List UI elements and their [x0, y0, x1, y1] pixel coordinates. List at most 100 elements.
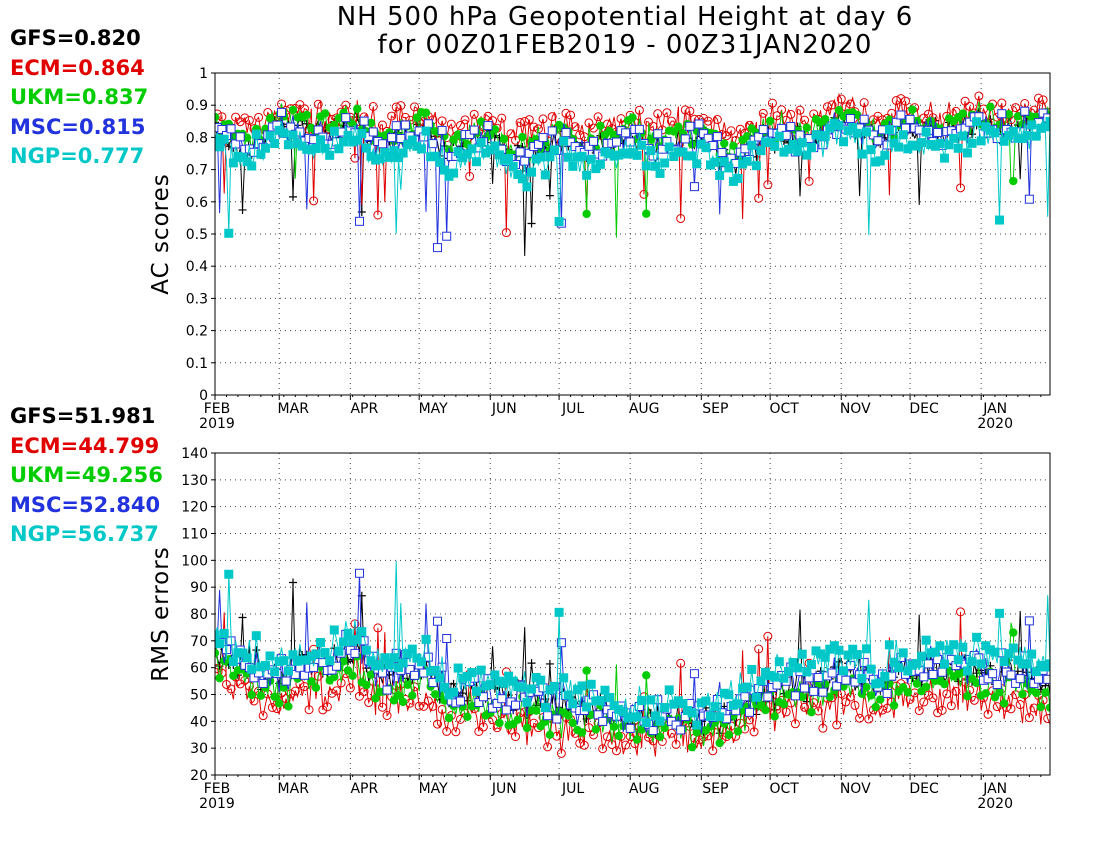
point-ngp: [545, 152, 555, 162]
point-ecm: [965, 101, 975, 111]
point-ecm: [231, 112, 241, 122]
point-ngp: [779, 673, 789, 683]
series-group: [215, 91, 1050, 257]
point-ukm: [302, 110, 311, 120]
point-ukm: [963, 692, 972, 701]
point-msc: [483, 121, 493, 131]
point-ngp: [1031, 131, 1041, 141]
point-ukm: [889, 701, 899, 710]
point-ecm: [919, 697, 929, 707]
point-ngp: [439, 165, 449, 175]
point-ukm: [637, 725, 646, 734]
point-ngp: [939, 659, 949, 669]
point-ngp: [816, 649, 826, 659]
point-ngp: [907, 660, 917, 670]
point-ngp: [371, 661, 381, 671]
point-ukm: [660, 723, 669, 733]
point-ngp: [595, 696, 605, 706]
point-ngp: [852, 650, 862, 660]
point-ecm: [455, 120, 465, 130]
point-msc: [873, 136, 883, 146]
point-ecm: [754, 193, 764, 203]
rms-score-summary: GFS=51.981 ECM=44.799 UKM=49.256 MSC=52.…: [10, 402, 163, 550]
point-ngp: [485, 145, 495, 155]
point-ngp: [559, 673, 569, 683]
point-ukm: [729, 141, 738, 151]
point-ecm: [767, 98, 777, 108]
point-gfs: [238, 613, 247, 622]
point-ngp: [316, 135, 326, 145]
point-ngp: [260, 143, 270, 153]
point-ngp: [554, 217, 564, 227]
x-year-label: 2020: [977, 796, 1013, 812]
point-ecm: [763, 180, 773, 190]
point-msc: [1024, 616, 1034, 626]
point-ngp: [215, 142, 225, 152]
x-tick-label: AUG: [629, 781, 660, 797]
point-ecm: [377, 702, 387, 712]
point-ecm: [547, 112, 557, 122]
point-ecm: [414, 701, 424, 711]
point-gfs: [238, 205, 247, 214]
point-ngp: [283, 666, 293, 676]
x-tick-label: NOV: [840, 401, 871, 417]
point-ngp: [600, 147, 610, 157]
point-ngp: [508, 676, 518, 686]
point-ukm: [733, 727, 743, 736]
point-ngp: [701, 143, 711, 153]
point-msc: [928, 669, 938, 679]
point-ecm: [442, 726, 452, 736]
point-ngp: [316, 638, 326, 648]
point-ngp: [806, 142, 816, 152]
point-msc: [988, 669, 998, 679]
point-msc: [621, 128, 631, 138]
point-ngp: [559, 136, 569, 146]
point-ecm: [666, 728, 676, 738]
point-ngp: [839, 666, 849, 676]
point-msc: [896, 110, 906, 120]
point-ukm: [1009, 176, 1018, 186]
point-ecm: [804, 176, 814, 186]
point-ngp: [710, 157, 720, 167]
point-ngp: [476, 138, 486, 148]
y-tick-label: 0.9: [186, 98, 208, 114]
point-ngp: [389, 146, 399, 156]
point-ngp: [990, 128, 1000, 138]
ac-score-ngp: NGP=0.777: [10, 144, 145, 168]
point-ngp: [912, 658, 922, 668]
point-ngp: [866, 664, 876, 674]
point-ukm: [908, 105, 917, 114]
point-ngp: [531, 673, 541, 683]
point-ecm: [433, 719, 443, 729]
point-ecm: [754, 644, 764, 654]
point-ecm: [933, 708, 943, 718]
point-msc: [478, 692, 488, 702]
point-ngp: [398, 658, 408, 668]
point-ngp: [536, 675, 546, 685]
point-msc: [992, 680, 1002, 690]
point-ecm: [515, 118, 525, 128]
point-ngp: [302, 655, 312, 665]
series-ukm: [215, 101, 1050, 238]
point-msc: [428, 678, 438, 688]
point-msc: [423, 652, 433, 662]
point-ngp: [664, 685, 674, 695]
point-ngp: [449, 687, 459, 697]
point-ngp: [476, 665, 486, 675]
point-ukm: [394, 691, 403, 700]
point-msc: [699, 129, 709, 139]
point-ngp: [1040, 122, 1050, 132]
point-ecm: [387, 111, 397, 121]
point-ngp: [1013, 133, 1023, 143]
point-ngp: [517, 174, 527, 184]
point-ukm: [421, 108, 431, 117]
point-msc: [387, 133, 397, 143]
point-ngp: [490, 141, 500, 151]
point-ukm: [582, 666, 591, 675]
point-ukm: [596, 121, 605, 130]
point-ngp: [453, 147, 463, 157]
point-ngp: [288, 650, 298, 660]
point-ecm: [286, 689, 296, 699]
point-ecm: [676, 658, 686, 668]
point-ngp: [591, 164, 601, 174]
